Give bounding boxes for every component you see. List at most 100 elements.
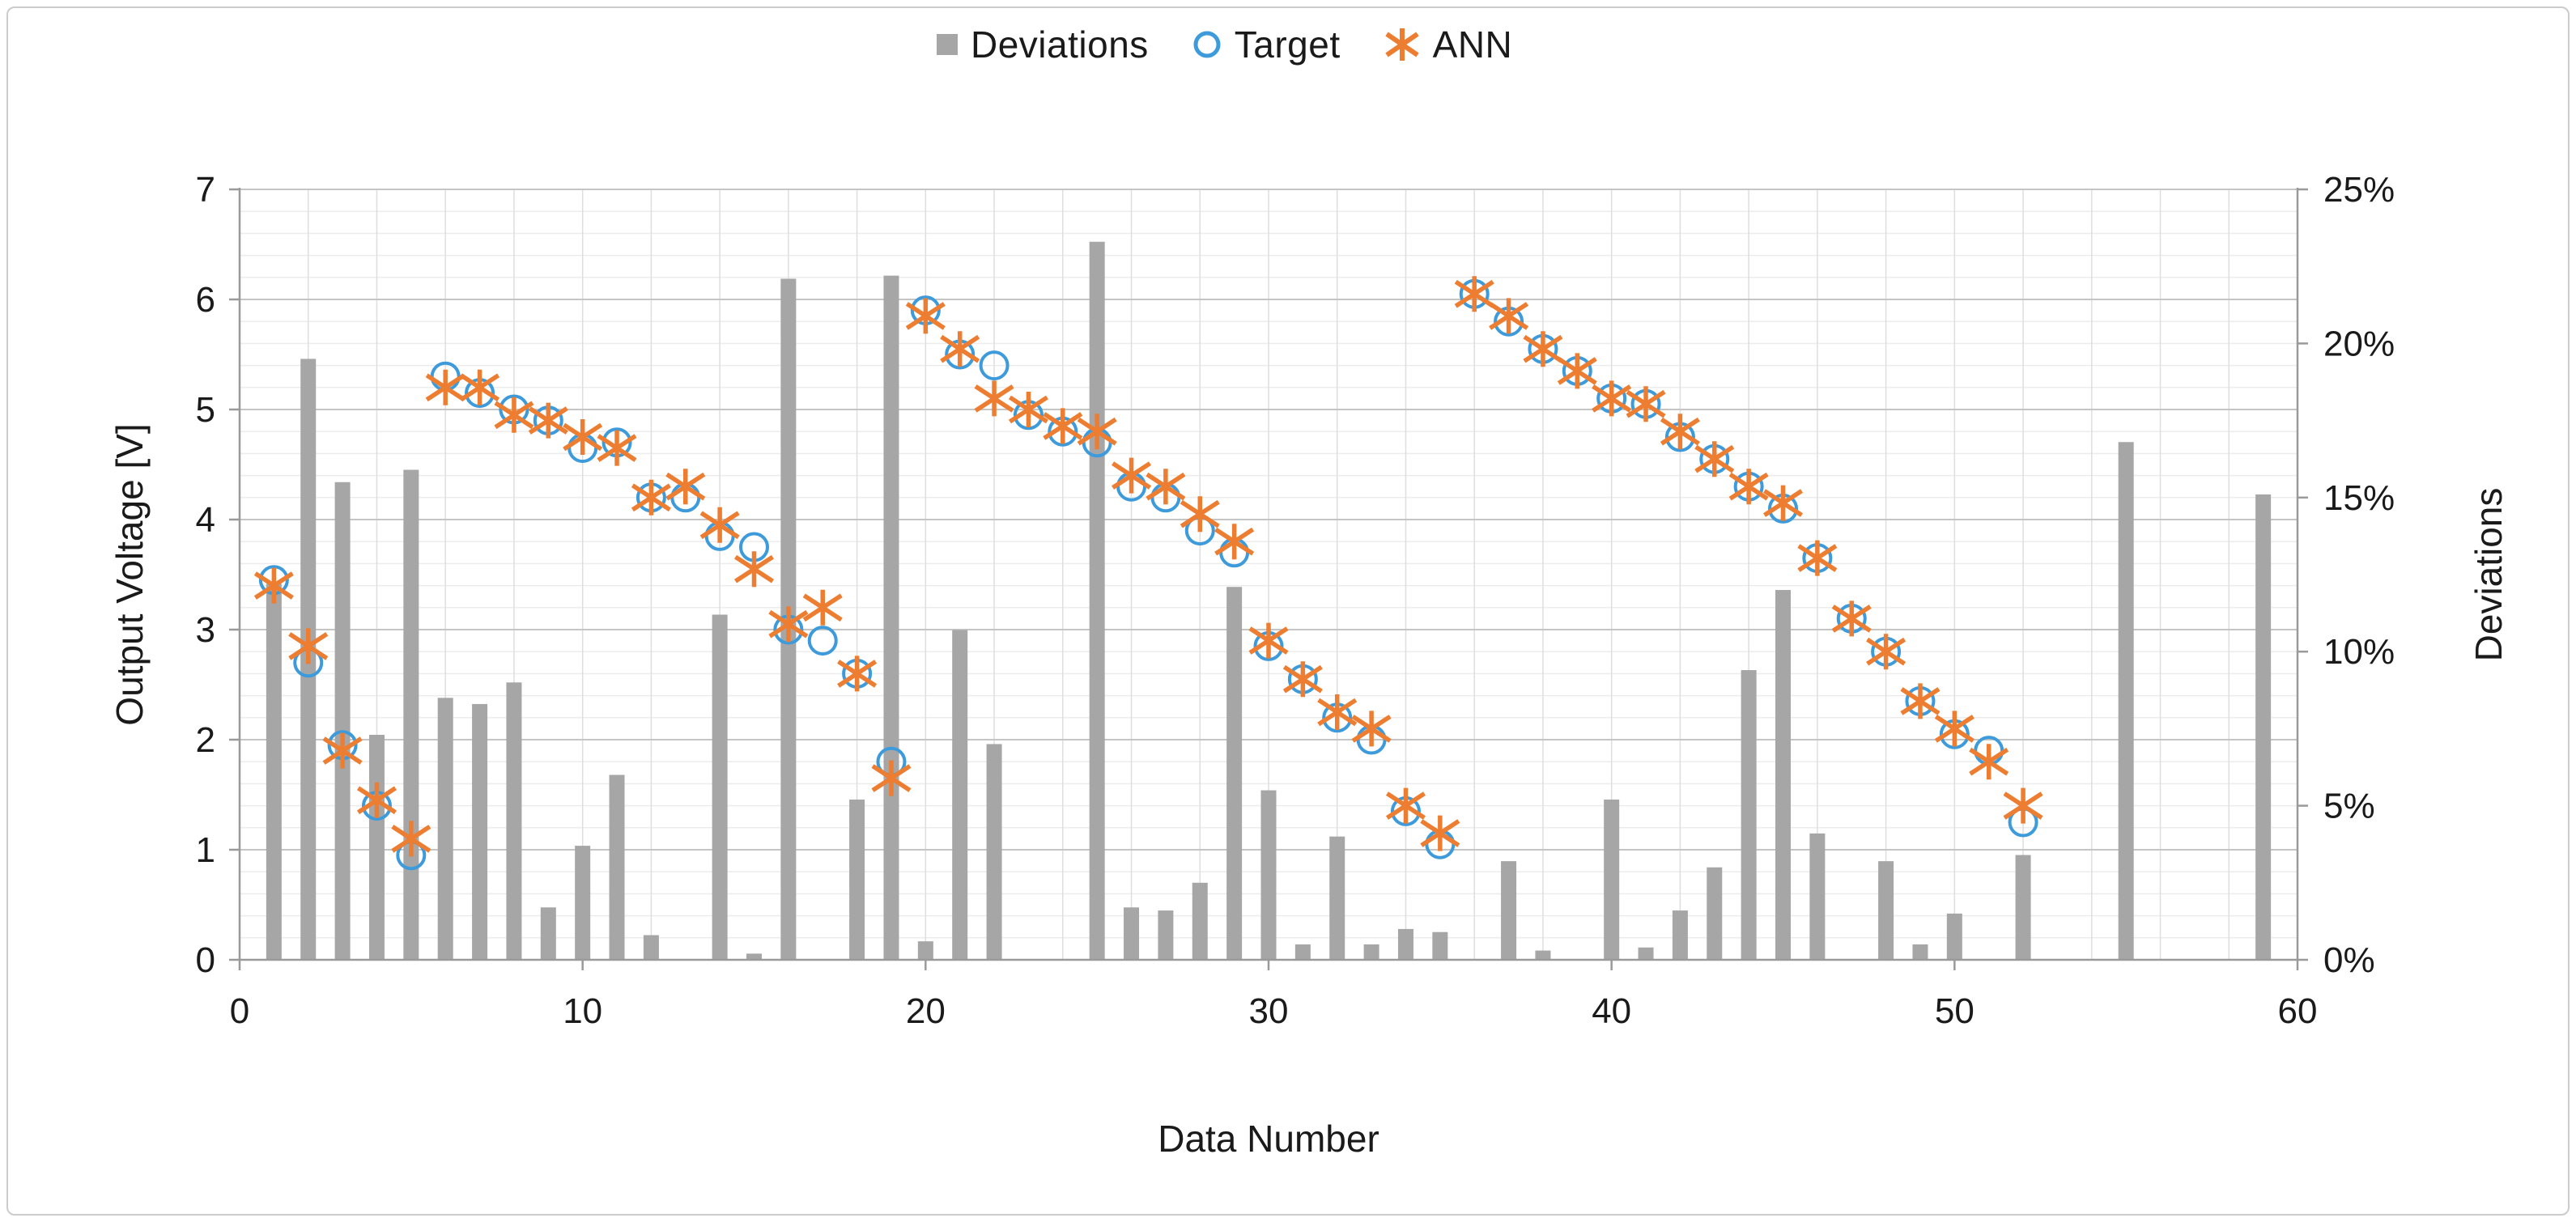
bar-deviation bbox=[1809, 833, 1826, 960]
ann-marker bbox=[733, 554, 775, 583]
bar-deviation bbox=[1707, 867, 1723, 960]
y-axis-tick-label-right: 5% bbox=[2323, 787, 2375, 826]
y-axis-tick-label-left: 6 bbox=[196, 280, 215, 320]
y-axis-tick-label-left: 1 bbox=[196, 830, 215, 870]
ann-marker bbox=[665, 472, 706, 501]
bar-deviation bbox=[746, 953, 762, 960]
bar-deviation bbox=[1501, 861, 1517, 960]
ann-marker bbox=[1454, 279, 1494, 308]
bar-deviation bbox=[540, 907, 556, 960]
ann-marker bbox=[1077, 417, 1117, 446]
y-axis-tick-label-right: 20% bbox=[2323, 324, 2395, 363]
y-axis-tick-label-left: 7 bbox=[196, 170, 215, 210]
ann-marker bbox=[1351, 715, 1392, 743]
bar-deviation bbox=[334, 482, 351, 960]
y-axis-tick-label-right: 10% bbox=[2323, 632, 2395, 672]
ann-marker bbox=[494, 401, 534, 430]
gray-square-icon bbox=[937, 34, 958, 55]
ann-marker bbox=[1694, 444, 1735, 473]
ann-marker bbox=[1248, 626, 1289, 655]
bar-deviation bbox=[643, 935, 659, 960]
ann-marker bbox=[528, 406, 568, 435]
ann-marker bbox=[1592, 384, 1632, 413]
x-axis-tick-label: 40 bbox=[1592, 991, 1631, 1031]
ann-marker bbox=[1420, 819, 1460, 847]
ann-marker bbox=[1969, 747, 2009, 776]
ann-marker bbox=[288, 632, 329, 660]
ann-marker bbox=[563, 422, 603, 452]
bar-deviation bbox=[1124, 907, 1140, 960]
ann-marker bbox=[1146, 472, 1186, 501]
bar-deviation bbox=[712, 614, 728, 960]
bar-deviation bbox=[266, 583, 282, 960]
y-axis-tick-label-right: 15% bbox=[2323, 478, 2395, 518]
bar-deviation bbox=[1329, 836, 1345, 960]
bar-deviation bbox=[1432, 931, 1448, 960]
ann-marker bbox=[905, 302, 946, 330]
x-axis-title: Data Number bbox=[1158, 1118, 1379, 1160]
legend-item-ann: ANN bbox=[1383, 23, 1513, 66]
ann-marker bbox=[460, 373, 500, 402]
ann-marker bbox=[1523, 334, 1563, 363]
ann-marker bbox=[425, 373, 465, 402]
ann-marker bbox=[837, 660, 878, 688]
legend-label: Deviations bbox=[971, 23, 1149, 66]
bar-deviation bbox=[1878, 861, 1894, 960]
ann-marker bbox=[1317, 698, 1358, 727]
bar-deviation bbox=[1672, 910, 1688, 960]
legend: Deviations Target ANN bbox=[935, 23, 1512, 66]
y-axis-tick-label-left: 3 bbox=[196, 610, 215, 650]
y-axis-tick-label-right: 0% bbox=[2323, 940, 2375, 980]
ann-marker bbox=[322, 736, 363, 765]
bar-deviation bbox=[437, 698, 453, 960]
ann-marker bbox=[940, 334, 980, 363]
ann-marker bbox=[974, 384, 1014, 413]
y-axis-tick-label-left: 5 bbox=[196, 390, 215, 430]
ann-marker bbox=[356, 786, 397, 815]
ann-marker bbox=[1180, 499, 1220, 528]
bar-deviation bbox=[986, 744, 1002, 960]
bar-deviation bbox=[1226, 587, 1243, 960]
ann-marker bbox=[253, 571, 294, 600]
ann-marker bbox=[1112, 461, 1152, 490]
bar-deviation bbox=[1638, 947, 1654, 960]
ann-marker bbox=[871, 764, 912, 792]
bar-deviation bbox=[368, 735, 385, 960]
bar-deviation bbox=[883, 275, 899, 960]
bar-deviation bbox=[1260, 790, 1277, 960]
y-axis-tick-label-left: 0 bbox=[196, 940, 215, 980]
ann-marker bbox=[1557, 357, 1597, 385]
x-axis-tick-label: 10 bbox=[563, 991, 602, 1031]
ann-marker bbox=[1008, 395, 1048, 424]
bar-deviation bbox=[952, 630, 968, 960]
legend-label: Target bbox=[1234, 23, 1341, 66]
bar-deviation bbox=[609, 774, 625, 960]
bar-deviation bbox=[403, 469, 419, 960]
ann-marker bbox=[699, 511, 740, 540]
bar-deviation bbox=[2015, 855, 2031, 960]
ann-marker bbox=[1626, 389, 1666, 418]
bar-deviation bbox=[1397, 928, 1413, 960]
ann-marker bbox=[597, 434, 637, 462]
ann-marker bbox=[1385, 791, 1426, 820]
ann-marker bbox=[1934, 715, 1975, 743]
bar-deviation bbox=[849, 799, 865, 960]
bar-deviation bbox=[1604, 799, 1620, 960]
bar-deviation bbox=[1294, 944, 1311, 960]
x-axis-tick-label: 30 bbox=[1249, 991, 1289, 1031]
ann-marker bbox=[1728, 472, 1769, 501]
y-axis-title-right: Deviations bbox=[2468, 487, 2510, 662]
ann-marker bbox=[1043, 412, 1083, 440]
x-axis-tick-label: 20 bbox=[906, 991, 946, 1031]
bar-deviation bbox=[1535, 950, 1551, 960]
target-marker bbox=[979, 350, 1010, 381]
y-axis-tick-label-left: 2 bbox=[196, 720, 215, 760]
x-axis-tick-label: 60 bbox=[2278, 991, 2318, 1031]
ann-marker bbox=[631, 483, 671, 512]
bar-deviation bbox=[1089, 241, 1105, 961]
bar-deviation bbox=[1363, 944, 1379, 960]
y-axis-title-left: Output Voltage [V] bbox=[108, 423, 151, 726]
bar-deviation bbox=[2255, 494, 2272, 960]
